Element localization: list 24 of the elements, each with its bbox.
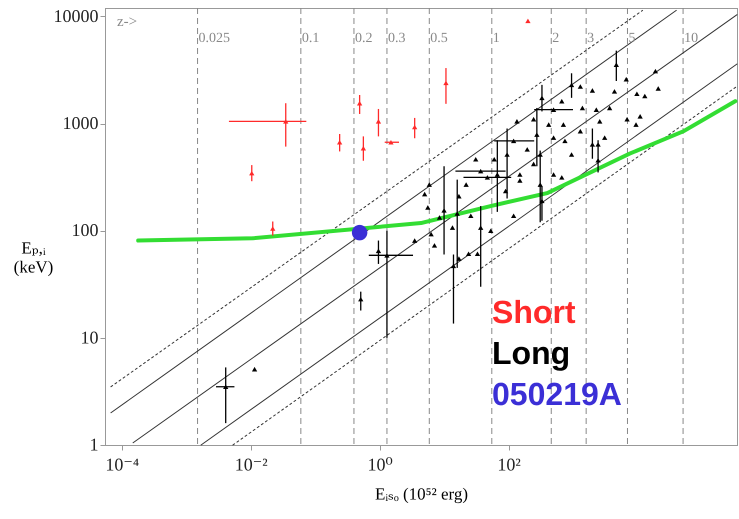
annotation: 3 bbox=[587, 30, 594, 46]
x-tick-label: 10² bbox=[497, 454, 521, 474]
y-axis-title: Eₚ,ᵢ (keV) bbox=[14, 238, 54, 276]
annotation: 2 bbox=[552, 30, 560, 46]
y-tick-label: 10 bbox=[80, 327, 98, 348]
annotation: z-> bbox=[117, 14, 138, 30]
y-tick-label: 1 bbox=[90, 434, 98, 454]
text: Long bbox=[492, 335, 570, 371]
annotation: 0.1 bbox=[302, 30, 320, 46]
x-tick-label: 10⁻⁴ bbox=[105, 454, 140, 474]
annotation: 1 bbox=[492, 30, 500, 46]
annotation: 10 bbox=[684, 30, 698, 46]
annotation: 0.025 bbox=[198, 30, 230, 46]
annotation: 0.5 bbox=[430, 30, 448, 46]
annotation: 0.3 bbox=[388, 30, 406, 46]
x-axis-title: Eᵢₛₒ (10⁵² erg) bbox=[374, 484, 468, 504]
x-tick-label: 10⁻² bbox=[234, 454, 268, 474]
annotation: 0.2 bbox=[354, 30, 372, 46]
x-tick-label: 10⁰ bbox=[367, 454, 393, 474]
text: 050219A bbox=[492, 376, 622, 412]
y-tick-label: 100 bbox=[72, 220, 98, 240]
y-tick-label: 1000 bbox=[62, 113, 98, 134]
y-tick-label: 10000 bbox=[54, 6, 98, 26]
text: Short bbox=[492, 294, 576, 330]
